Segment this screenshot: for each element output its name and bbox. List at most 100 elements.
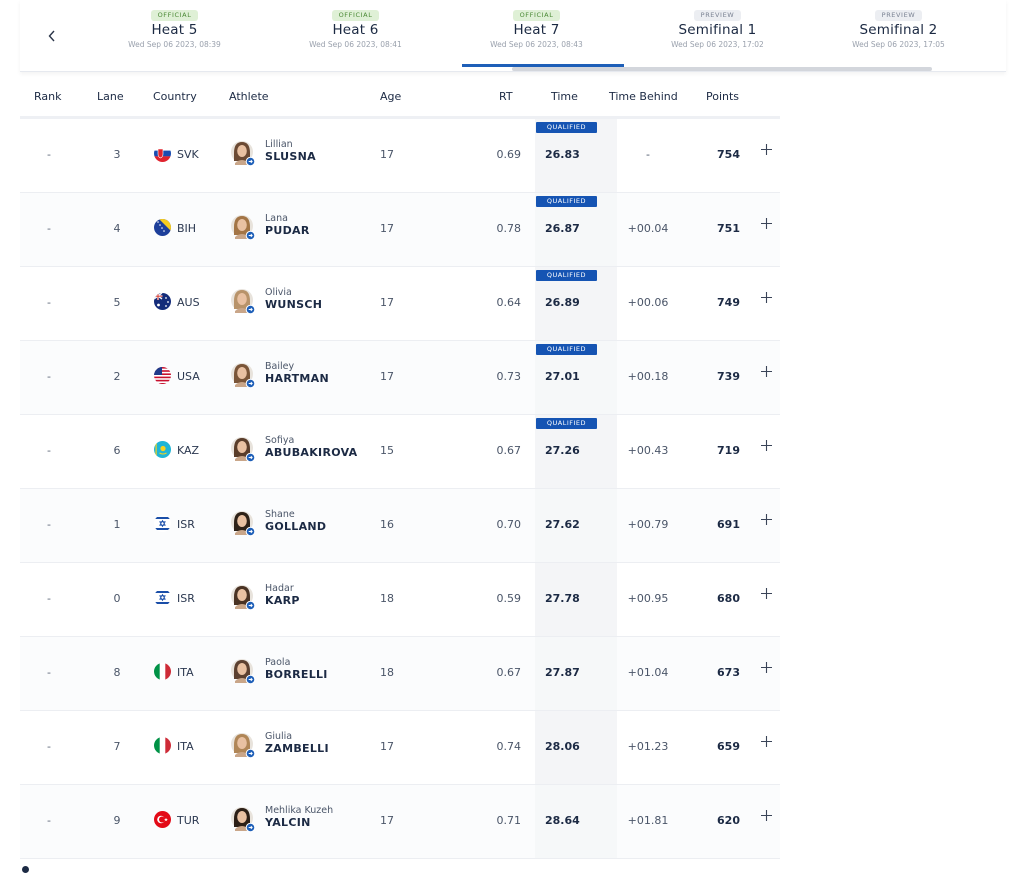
athlete-last-name: KARP [265,594,300,607]
athlete-avatar[interactable] [231,213,257,243]
expand-row-button[interactable] [760,439,776,455]
country-cell: USA [177,370,200,383]
col-points[interactable]: Points [706,90,740,103]
table-row[interactable]: QUALIFIED - 2 USA Bailey HARTMAN 17 0.73 27.01 +0… [20,341,780,415]
athlete-first-name: Shane [265,509,295,520]
heat-tab-bar: OFFICIAL Heat 5 Wed Sep 06 2023, 08:39 OFFI… [20,0,1006,72]
time-behind-cell: +00.79 [627,518,669,531]
country-cell: ITA [177,740,194,753]
tab-title: Heat 6 [332,22,379,38]
expand-row-button[interactable] [760,809,776,825]
italy-flag-icon [154,663,171,680]
time-cell: 26.87 [545,222,580,235]
athlete-name[interactable]: Mehlika Kuzeh YALCIN [265,805,333,829]
expand-row-button[interactable] [760,513,776,529]
athlete-last-name: ABUBAKIROVA [265,446,358,459]
time-behind-cell: +01.04 [627,666,669,679]
athlete-name[interactable]: Sofiya ABUBAKIROVA [265,435,357,459]
athlete-name[interactable]: Lana PUDAR [265,213,310,237]
qualified-badge: QUALIFIED [536,418,597,429]
athlete-avatar[interactable] [231,805,257,835]
table-row[interactable]: - 7 ITA Giulia ZAMBELLI 17 0.74 28.06 +01.23 659 [20,711,780,785]
athlete-name[interactable]: Giulia ZAMBELLI [265,731,329,755]
table-row[interactable]: - 1 ISR Shane GOLLAND 16 0.70 27.62 +00.79 691 [20,489,780,563]
reaction-time-cell: 0.71 [496,814,522,827]
legend-note [22,866,29,873]
tabs-scrollbar[interactable] [512,67,932,71]
expand-row-button[interactable] [760,735,776,751]
table-row[interactable]: QUALIFIED - 6 KAZ Sofiya ABUBAKIROVA 15 0.67 27.… [20,415,780,489]
athlete-last-name: SLUSNA [265,150,316,163]
athlete-avatar[interactable] [231,287,257,317]
points-cell: 719 [717,444,740,457]
athlete-avatar[interactable] [231,583,257,613]
rank-cell: - [47,222,51,235]
australia-flag-icon [154,293,171,310]
time-cell: 27.62 [545,518,580,531]
plus-icon [761,736,772,747]
tab-semifinal-1[interactable]: PREVIEW Semifinal 1 Wed Sep 06 2023, 17:02 [627,0,808,66]
table-row[interactable]: - 8 ITA Paola BORRELLI 18 0.67 27.87 +01.04 673 [20,637,780,711]
expand-row-button[interactable] [760,365,776,381]
athlete-name[interactable]: Hadar KARP [265,583,300,607]
age-cell: 17 [380,814,394,827]
tab-semifinal-2[interactable]: PREVIEW Semifinal 2 Wed Sep 06 2023, 17:05 [808,0,989,66]
expand-row-button[interactable] [760,217,776,233]
athlete-avatar[interactable] [231,731,257,761]
athlete-last-name: GOLLAND [265,520,327,533]
kazakhstan-flag-icon [154,441,171,458]
athlete-avatar[interactable] [231,657,257,687]
athlete-avatar[interactable] [231,361,257,391]
time-behind-cell: - [646,148,650,161]
time-cell: 27.87 [545,666,580,679]
athlete-first-name: Lillian [265,139,293,150]
plus-icon [761,662,772,673]
col-rt[interactable]: RT [499,90,513,103]
rank-cell: - [47,592,51,605]
athlete-name[interactable]: Lillian SLUSNA [265,139,316,163]
rank-cell: - [47,518,51,531]
col-rank[interactable]: Rank [34,90,62,103]
tab-heat-7[interactable]: OFFICIAL Heat 7 Wed Sep 06 2023, 08:43 [446,0,627,66]
expand-row-button[interactable] [760,143,776,159]
table-row[interactable]: - 9 TUR Mehlika Kuzeh YALCIN 17 0.71 28.64 +01.8… [20,785,780,859]
col-lane[interactable]: Lane [97,90,124,103]
col-time-behind[interactable]: Time Behind [609,90,678,103]
table-row[interactable]: - 0 ISR Hadar KARP 18 0.59 27.78 +00.95 680 [20,563,780,637]
lane-cell: 3 [113,148,121,161]
athlete-name[interactable]: Bailey HARTMAN [265,361,329,385]
tab-title: Semifinal 1 [678,22,757,38]
tab-heat-6[interactable]: OFFICIAL Heat 6 Wed Sep 06 2023, 08:41 [265,0,446,66]
qualified-badge: QUALIFIED [536,270,597,281]
athlete-last-name: HARTMAN [265,372,329,385]
tab-title: Heat 7 [513,22,560,38]
italy-flag-icon [154,737,171,754]
table-row[interactable]: QUALIFIED - 4 BIH Lana PUDAR 17 0.78 26.87 +00.04… [20,193,780,267]
athlete-avatar[interactable] [231,139,257,169]
qualified-badge: QUALIFIED [536,122,597,133]
athlete-name[interactable]: Olivia WUNSCH [265,287,322,311]
tab-date: Wed Sep 06 2023, 08:41 [309,40,402,49]
athlete-avatar[interactable] [231,509,257,539]
expand-row-button[interactable] [760,291,776,307]
expand-row-button[interactable] [760,661,776,677]
tab-heat-5[interactable]: OFFICIAL Heat 5 Wed Sep 06 2023, 08:39 [84,0,265,66]
rank-cell: - [47,370,51,383]
previous-heats-button[interactable] [20,0,84,72]
athlete-name[interactable]: Shane GOLLAND [265,509,326,533]
athlete-name[interactable]: Paola BORRELLI [265,657,328,681]
tab-status-badge: PREVIEW [693,10,742,21]
age-cell: 17 [380,296,394,309]
table-row[interactable]: QUALIFIED - 3 SVK Lillian SLUSNA 17 0.69 26.83 - 7… [20,119,780,193]
col-age[interactable]: Age [380,90,402,103]
age-cell: 16 [380,518,394,531]
expand-row-button[interactable] [760,587,776,603]
col-time[interactable]: Time [551,90,578,103]
col-country[interactable]: Country [153,90,197,103]
time-cell: 27.26 [545,444,580,457]
table-row[interactable]: QUALIFIED - 5 AUS Olivia WUNSCH 17 0.64 26.89 +00… [20,267,780,341]
col-athlete[interactable]: Athlete [229,90,269,103]
time-cell: 26.83 [545,148,580,161]
athlete-avatar[interactable] [231,435,257,465]
israel-flag-icon [154,515,171,532]
